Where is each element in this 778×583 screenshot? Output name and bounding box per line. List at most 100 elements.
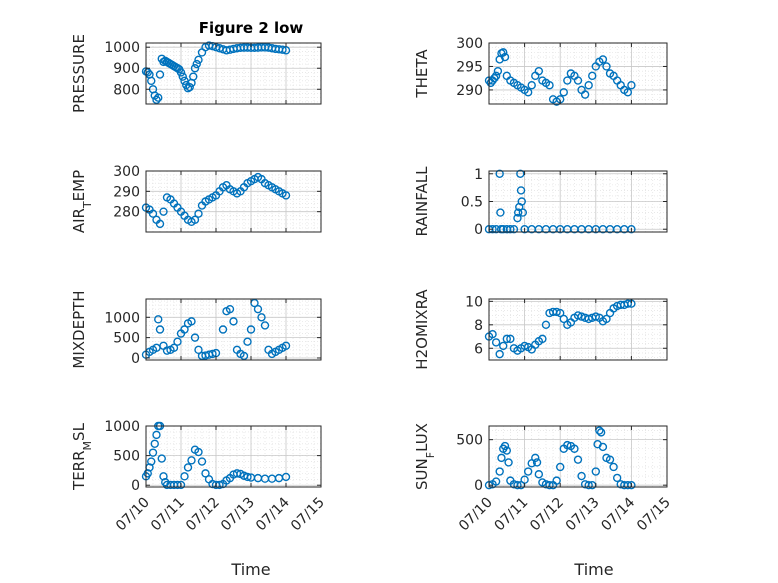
panel-8-point — [513, 480, 522, 490]
panel-2-point — [584, 81, 593, 90]
panel-3-point — [194, 209, 203, 218]
panel-7-ylabel: TERRMSL — [70, 422, 94, 491]
panel-3-background — [146, 171, 321, 232]
panel-4-point — [496, 208, 505, 217]
panel-1-point — [176, 68, 186, 77]
panel-8-point — [523, 467, 533, 476]
panel-7-point — [148, 448, 158, 457]
panel-7-ytick-label: 1000 — [104, 419, 140, 435]
panel-7-point — [183, 463, 193, 472]
panel-7-point — [157, 454, 166, 463]
panel-5-point — [180, 325, 189, 334]
panel-2-point — [580, 90, 590, 99]
panel-8-xtick-label: 07/10 — [456, 495, 496, 535]
panel-6-point — [556, 308, 565, 318]
panel-5-ytick-label: 500 — [113, 331, 140, 347]
panel-2-point — [573, 76, 583, 85]
panel-6-point — [602, 314, 611, 324]
panel-5-point — [243, 337, 252, 346]
panel-2-point — [500, 52, 510, 62]
panel-7-ytick-label: 500 — [113, 449, 140, 465]
panel-6: 6 8 10 H2OMIXRA — [413, 289, 668, 370]
panel-3-point — [148, 209, 158, 218]
panel-8-point — [556, 462, 565, 472]
panel-2-point — [491, 71, 501, 81]
panel-3: 280 290 300 AIRTEMP — [70, 164, 322, 233]
panel-4-point — [516, 186, 526, 195]
panel-4-point — [513, 213, 522, 223]
panel-8-ytick-label: 0 — [474, 478, 483, 494]
panel-8-point — [532, 458, 542, 467]
panel-4-point — [518, 208, 528, 217]
panel-6-background — [489, 299, 667, 360]
panel-6-ylabel: H2OMIXRA — [413, 289, 431, 370]
x-axis-label-left: Time — [230, 560, 270, 579]
panel-5-point — [225, 304, 235, 314]
panel-1-ytick-label: 800 — [113, 82, 140, 98]
panel-3-ylabel-part2: EMP — [70, 170, 88, 201]
panel-7-xtick-label: 07/13 — [218, 495, 258, 535]
panel-4-ylabel: RAINFALL — [413, 166, 431, 237]
panel-8-point — [596, 428, 606, 437]
panel-1-axes-box — [145, 42, 322, 105]
panel-7-xtick-label: 07/12 — [183, 495, 223, 535]
panel-2-point — [602, 62, 611, 71]
panel-2-point — [588, 71, 597, 81]
panel-5-point — [190, 333, 200, 342]
panel-1-point — [189, 72, 198, 81]
panel-7-point — [243, 472, 252, 482]
panel-2-point — [627, 81, 636, 90]
panel-6-point — [495, 349, 504, 359]
panel-2-point — [490, 73, 499, 83]
panel-3-ytick-label: 290 — [113, 184, 140, 200]
panel-2-point — [523, 88, 533, 97]
panel-8-ylabel: SUNFLUX — [413, 423, 437, 490]
figure-title: Figure 2 low — [199, 19, 304, 37]
panel-5-point — [155, 325, 165, 334]
panel-8-point — [531, 453, 540, 463]
panel-7-ylabel-part2: SL — [70, 422, 88, 441]
panel-6-point — [502, 334, 511, 344]
panel-8-point — [570, 444, 579, 453]
panel-8-xtick-label: 07/12 — [527, 495, 567, 535]
panel-8-point — [500, 441, 510, 451]
panel-6-point — [552, 307, 561, 317]
panel-4-ytick-label: 0.5 — [461, 195, 483, 211]
panel-7-point — [187, 456, 196, 465]
panel-4-point — [509, 225, 519, 234]
panel-3-point — [155, 219, 165, 229]
panel-8-ylabel-part: SUN — [413, 458, 431, 490]
panel-4-ytick-label: 1 — [474, 167, 483, 183]
panel-3-point — [281, 191, 291, 200]
panel-8-point — [591, 467, 600, 476]
panel-2-point — [493, 66, 503, 76]
panel-8-point — [605, 455, 615, 464]
panel-6-point — [541, 320, 551, 330]
panel-6-point — [591, 312, 600, 321]
panel-2: 290 295 300 THETA — [413, 36, 668, 106]
panel-6-axes-box — [488, 298, 668, 361]
panel-8-xtick-label: 07/15 — [634, 495, 674, 535]
panel-8-point — [584, 480, 593, 490]
panel-2-axes-box — [488, 42, 668, 105]
panel-1-background — [146, 43, 321, 104]
panel-1-ytick-label: 1000 — [104, 40, 140, 56]
panel-5-point — [260, 321, 270, 330]
panel-4-point — [506, 225, 515, 234]
panel-7-point — [176, 480, 186, 490]
panel-7-xtick-label: 07/15 — [288, 495, 328, 535]
panel-1-point — [155, 70, 165, 79]
panel-5-point — [173, 337, 182, 346]
panel-8-point — [502, 446, 511, 455]
panel-6-ytick-label: 10 — [465, 294, 483, 310]
panel-3-ytick-label: 300 — [113, 164, 140, 180]
panel-1-point — [192, 59, 201, 69]
panel-2-point — [527, 81, 536, 90]
panel-7-ytick-label: 0 — [131, 478, 140, 494]
panel-7-ylabel-sub: M — [81, 441, 94, 451]
panel-4: 0 0.5 1 RAINFALL — [413, 166, 668, 238]
panel-3-point — [190, 215, 200, 225]
